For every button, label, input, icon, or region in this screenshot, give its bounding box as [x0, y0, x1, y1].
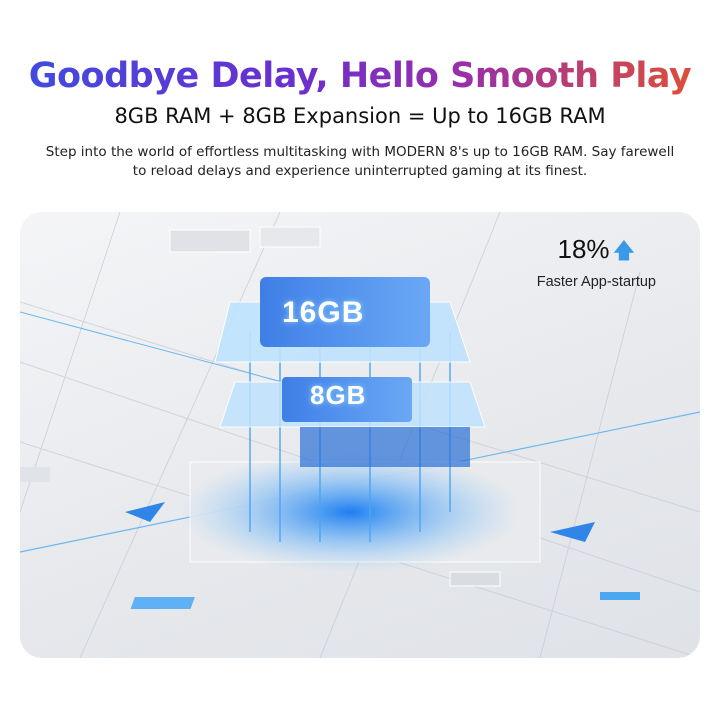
startup-stat: 18% 🡅 Faster App-startup — [537, 234, 656, 290]
stat-value: 18% — [557, 234, 610, 264]
ram-illustration: 16GB 8GB 18% 🡅 Faster App-startup — [20, 212, 700, 658]
illustration-graphic — [20, 212, 700, 658]
headline: Goodbye Delay, Hello Smooth Play — [0, 56, 720, 96]
stat-label: Faster App-startup — [536, 274, 656, 290]
chip-label-16gb: 16GB — [282, 296, 365, 329]
arrow-up-icon: 🡅 — [612, 239, 636, 264]
chip-label-8gb: 8GB — [310, 380, 367, 410]
subheadline: 8GB RAM + 8GB Expansion = Up to 16GB RAM — [114, 104, 606, 128]
description: Step into the world of effortless multit… — [45, 144, 675, 179]
